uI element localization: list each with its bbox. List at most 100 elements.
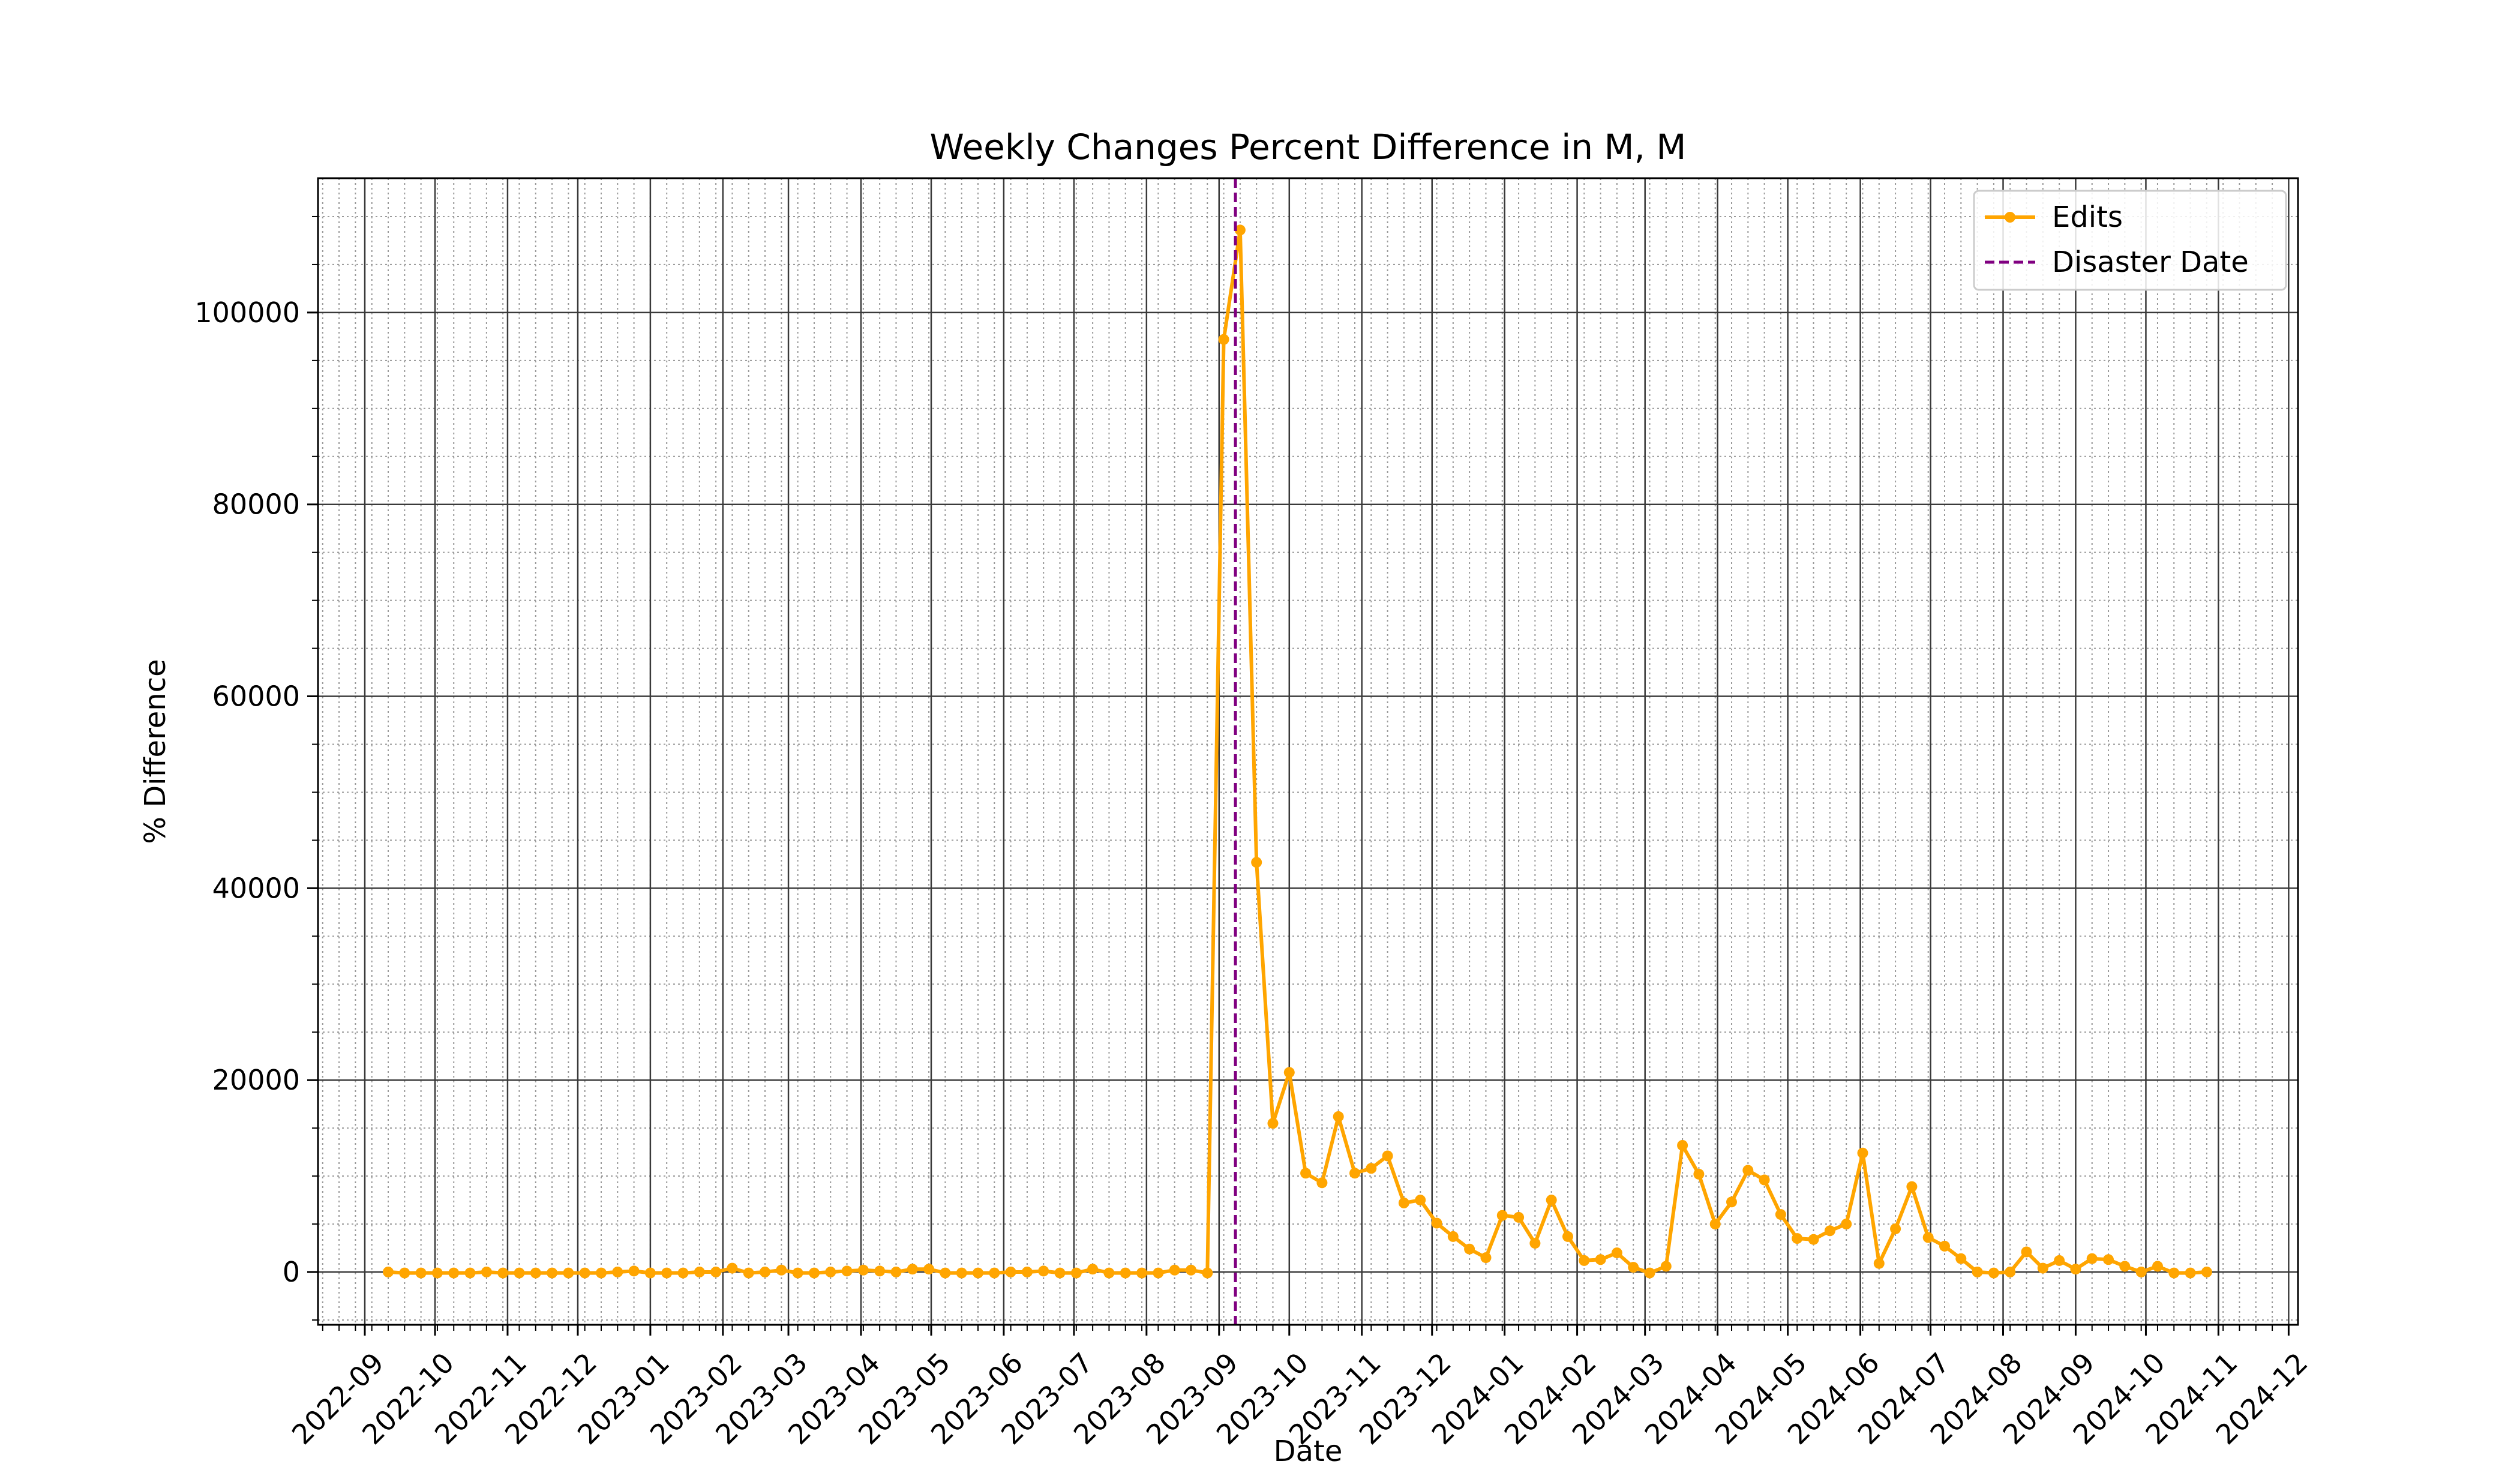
data-point [874, 1265, 886, 1277]
data-point [857, 1264, 869, 1276]
data-point [1595, 1254, 1606, 1265]
data-point [530, 1267, 541, 1279]
data-point [1283, 1067, 1295, 1078]
data-point [1562, 1231, 1573, 1242]
data-point [989, 1267, 1000, 1279]
data-point [809, 1267, 820, 1279]
x-axis-label: Date [1274, 1435, 1343, 1468]
data-point [1890, 1223, 1901, 1235]
data-point [907, 1264, 918, 1275]
y-tick-labels: 0 20000 40000 60000 80000 100000 [194, 296, 300, 1288]
data-point [792, 1267, 803, 1279]
data-point [2119, 1261, 2131, 1272]
plot-frame [317, 177, 2299, 1326]
data-point [628, 1265, 640, 1277]
data-point [1677, 1140, 1688, 1151]
data-point [825, 1267, 836, 1277]
data-point [547, 1267, 558, 1279]
data-point [1300, 1168, 1312, 1179]
data-point [956, 1267, 967, 1279]
data-point [973, 1267, 983, 1279]
data-point [2201, 1267, 2212, 1277]
data-point [1415, 1195, 1426, 1206]
data-point [596, 1267, 607, 1279]
y-tick-label: 80000 [212, 488, 300, 521]
data-point [579, 1267, 590, 1279]
data-point [727, 1262, 738, 1274]
data-point [940, 1267, 951, 1279]
data-point [1775, 1209, 1786, 1220]
legend-disaster-date-label: Disaster Date [2052, 245, 2249, 279]
data-point [841, 1265, 853, 1277]
data-point [1103, 1267, 1115, 1279]
data-point [923, 1264, 935, 1275]
data-point [2135, 1267, 2147, 1277]
data-point [1087, 1264, 1099, 1275]
data-point [1070, 1267, 1082, 1279]
data-point [1038, 1265, 1049, 1277]
data-point [2037, 1262, 2048, 1274]
data-point [677, 1267, 689, 1279]
data-point [890, 1267, 902, 1277]
data-point [1382, 1150, 1393, 1162]
data-point [1644, 1267, 1655, 1279]
data-point [481, 1267, 492, 1277]
data-point [1922, 1232, 1934, 1243]
data-point [612, 1267, 623, 1277]
data-point [1759, 1174, 1770, 1186]
data-point [2070, 1264, 2081, 1275]
data-point [1366, 1163, 1377, 1174]
data-point [2152, 1261, 2163, 1272]
data-point [1693, 1168, 1705, 1180]
data-point [1660, 1261, 1672, 1272]
data-point [1234, 224, 1246, 236]
series-layer [383, 224, 2212, 1279]
axis-ticks [307, 215, 2290, 1336]
data-point [1628, 1262, 1639, 1273]
data-point [1824, 1225, 1835, 1237]
data-point [2168, 1267, 2180, 1279]
data-point [1054, 1267, 1066, 1279]
data-point [1988, 1267, 1999, 1279]
data-point [1333, 1111, 1344, 1122]
data-point [694, 1267, 705, 1277]
data-point [1792, 1233, 1803, 1244]
legend-box [1973, 190, 2287, 291]
data-point [1841, 1219, 1852, 1230]
data-point [1857, 1147, 1868, 1159]
data-point [2005, 1267, 2016, 1277]
data-point [1464, 1243, 1475, 1255]
data-point [431, 1267, 443, 1279]
y-tick-label: 20000 [212, 1064, 300, 1096]
data-point [2103, 1254, 2114, 1265]
data-point [1316, 1177, 1328, 1189]
data-point [2086, 1253, 2098, 1264]
data-point [1218, 334, 1229, 345]
data-point [1120, 1267, 1131, 1279]
major-grid [318, 178, 2298, 1325]
data-point [1021, 1267, 1033, 1277]
data-point [2185, 1267, 2196, 1279]
data-point [1169, 1264, 1180, 1276]
y-tick-label: 60000 [212, 680, 300, 713]
data-point [1480, 1252, 1492, 1264]
legend-edits-marker-swatch [2005, 212, 2015, 223]
data-point [1873, 1258, 1885, 1269]
data-point [1153, 1267, 1164, 1279]
data-point [1136, 1267, 1147, 1279]
data-point [1005, 1267, 1016, 1277]
data-point [514, 1267, 525, 1279]
data-point [776, 1264, 787, 1276]
data-point [448, 1267, 460, 1279]
data-point [1186, 1264, 1196, 1276]
data-point [1398, 1197, 1409, 1208]
data-point [2054, 1255, 2065, 1266]
data-point [1611, 1247, 1622, 1259]
data-point [1709, 1219, 1721, 1230]
data-point [1447, 1231, 1459, 1242]
data-point [1955, 1253, 1967, 1264]
series-line-edits [388, 228, 2207, 1275]
data-point [1202, 1267, 1213, 1279]
data-point [1906, 1181, 1918, 1192]
